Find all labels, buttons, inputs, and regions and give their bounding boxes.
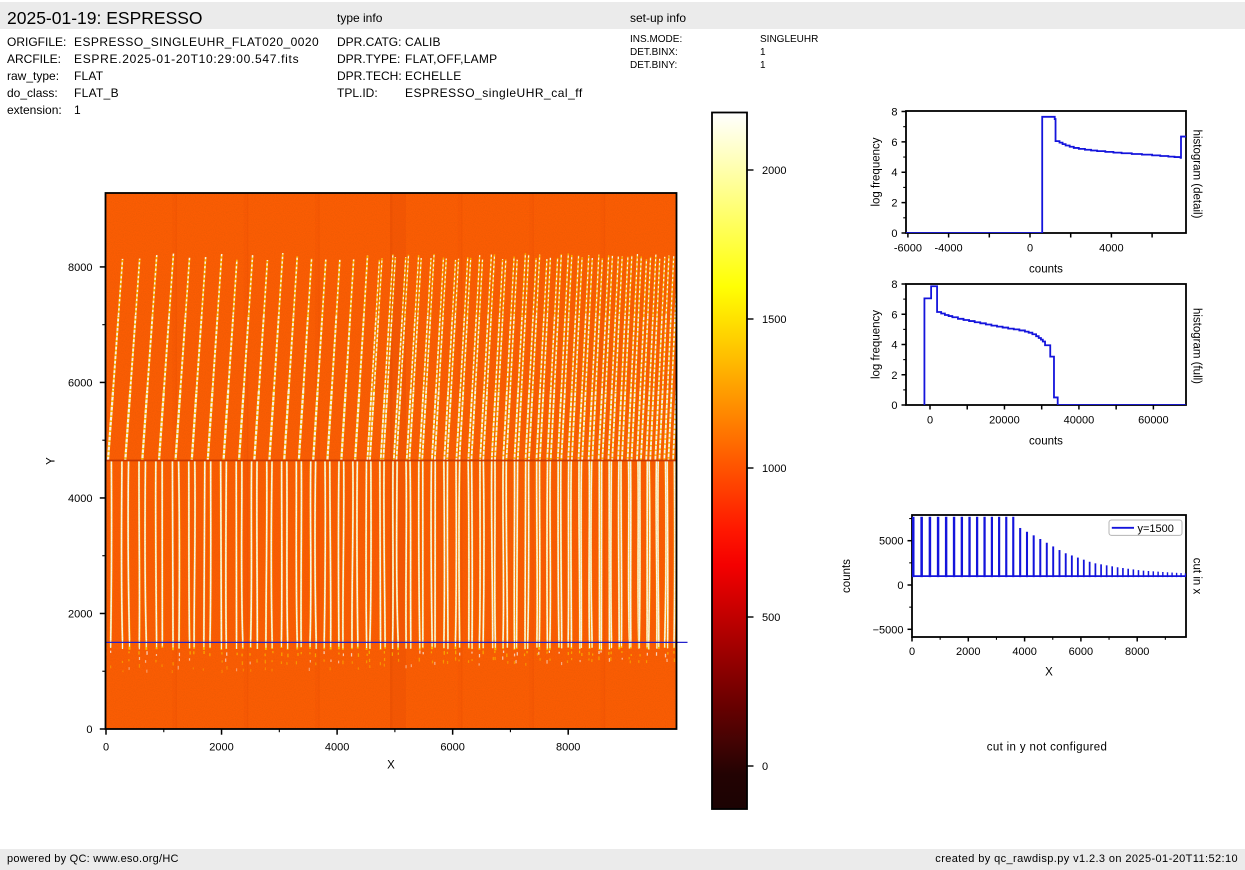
svg-text:histogram (full): histogram (full) xyxy=(1190,308,1202,384)
svg-text:6: 6 xyxy=(891,137,897,149)
svg-text:6000: 6000 xyxy=(1069,646,1093,658)
svg-text:0: 0 xyxy=(891,228,897,240)
svg-text:0: 0 xyxy=(103,742,109,754)
svg-text:-6000: -6000 xyxy=(894,243,922,255)
svg-text:Y: Y xyxy=(46,457,58,465)
svg-text:X: X xyxy=(1045,667,1053,679)
svg-text:1000: 1000 xyxy=(762,463,786,475)
svg-text:60000: 60000 xyxy=(1138,415,1169,427)
svg-text:8: 8 xyxy=(891,279,897,291)
svg-text:cut in y not configured: cut in y not configured xyxy=(987,742,1108,754)
svg-text:counts: counts xyxy=(1029,264,1063,276)
svg-text:0: 0 xyxy=(927,415,933,427)
svg-text:5000: 5000 xyxy=(879,536,903,548)
svg-text:8000: 8000 xyxy=(1125,646,1149,658)
svg-text:4000: 4000 xyxy=(1099,243,1123,255)
svg-text:counts: counts xyxy=(841,559,853,593)
svg-text:4: 4 xyxy=(891,167,897,179)
svg-text:0: 0 xyxy=(897,580,903,592)
svg-text:2000: 2000 xyxy=(956,646,980,658)
svg-text:2000: 2000 xyxy=(68,608,92,620)
svg-text:4000: 4000 xyxy=(325,742,349,754)
svg-text:-4000: -4000 xyxy=(935,243,963,255)
svg-text:log frequency: log frequency xyxy=(871,310,883,379)
svg-text:4000: 4000 xyxy=(68,493,92,505)
svg-text:counts: counts xyxy=(1029,436,1063,448)
svg-text:X: X xyxy=(387,760,395,772)
svg-text:0: 0 xyxy=(909,646,915,658)
svg-text:20000: 20000 xyxy=(989,415,1020,427)
svg-text:0: 0 xyxy=(1027,243,1033,255)
svg-text:8: 8 xyxy=(891,106,897,118)
svg-text:cut in x: cut in x xyxy=(1190,558,1202,595)
svg-text:500: 500 xyxy=(762,612,780,624)
svg-text:0: 0 xyxy=(762,761,768,773)
svg-text:0: 0 xyxy=(86,724,92,736)
svg-text:log frequency: log frequency xyxy=(871,137,883,206)
svg-text:4: 4 xyxy=(891,340,897,352)
svg-text:2000: 2000 xyxy=(762,165,786,177)
svg-text:6000: 6000 xyxy=(68,377,92,389)
svg-text:4000: 4000 xyxy=(1012,646,1036,658)
svg-text:2000: 2000 xyxy=(209,742,233,754)
svg-text:1500: 1500 xyxy=(762,314,786,326)
svg-text:6000: 6000 xyxy=(440,742,464,754)
svg-text:0: 0 xyxy=(891,400,897,412)
svg-text:2: 2 xyxy=(891,198,897,210)
svg-text:8000: 8000 xyxy=(556,742,580,754)
svg-text:40000: 40000 xyxy=(1064,415,1095,427)
svg-text:8000: 8000 xyxy=(68,262,92,274)
svg-text:−5000: −5000 xyxy=(873,624,904,636)
svg-text:y=1500: y=1500 xyxy=(1138,523,1174,535)
svg-text:6: 6 xyxy=(891,309,897,321)
svg-text:histogram (detail): histogram (detail) xyxy=(1190,130,1202,219)
svg-text:2: 2 xyxy=(891,370,897,382)
